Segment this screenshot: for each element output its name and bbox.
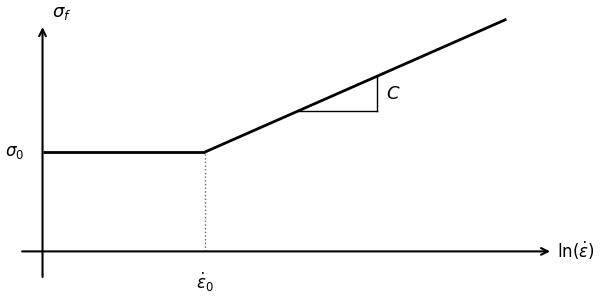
Text: $\ln(\dot{\varepsilon})$: $\ln(\dot{\varepsilon})$ [557,240,595,262]
Text: $\dot{\varepsilon}_0$: $\dot{\varepsilon}_0$ [196,271,214,294]
Text: $C$: $C$ [386,85,400,103]
Text: $\sigma_f$: $\sigma_f$ [52,4,71,22]
Text: $\sigma_0$: $\sigma_0$ [5,143,24,161]
